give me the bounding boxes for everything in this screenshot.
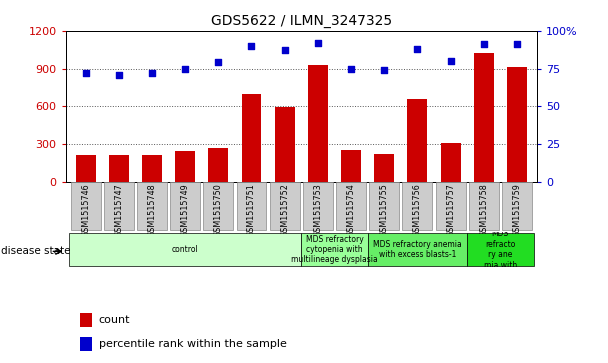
Text: GSM1515750: GSM1515750 — [214, 183, 223, 237]
FancyBboxPatch shape — [369, 183, 399, 229]
Bar — [341, 150, 361, 182]
Text: GSM1515755: GSM1515755 — [380, 183, 389, 237]
FancyBboxPatch shape — [436, 183, 466, 229]
Text: percentile rank within the sample: percentile rank within the sample — [98, 339, 286, 349]
Point — [413, 46, 423, 52]
Bar — [80, 337, 92, 351]
FancyBboxPatch shape — [302, 233, 368, 266]
Point — [81, 70, 91, 76]
Text: MDS
refracto
ry ane
mia with: MDS refracto ry ane mia with — [484, 229, 517, 270]
FancyBboxPatch shape — [402, 183, 432, 229]
FancyBboxPatch shape — [137, 183, 167, 229]
Point — [446, 58, 455, 64]
Text: GSM1515758: GSM1515758 — [479, 183, 488, 237]
FancyBboxPatch shape — [170, 183, 200, 229]
Text: GSM1515757: GSM1515757 — [446, 183, 455, 237]
Text: MDS refractory
cytopenia with
multilineage dysplasia: MDS refractory cytopenia with multilinea… — [291, 234, 378, 265]
Text: GSM1515749: GSM1515749 — [181, 183, 190, 237]
Text: disease state: disease state — [1, 246, 71, 256]
Bar — [75, 155, 95, 182]
FancyBboxPatch shape — [502, 183, 532, 229]
Point — [180, 66, 190, 72]
Bar — [441, 143, 460, 182]
Text: GSM1515756: GSM1515756 — [413, 183, 422, 237]
Bar — [375, 154, 394, 182]
Text: GSM1515753: GSM1515753 — [313, 183, 322, 237]
FancyBboxPatch shape — [69, 233, 302, 266]
Bar — [308, 65, 328, 182]
Text: GSM1515759: GSM1515759 — [513, 183, 522, 237]
FancyBboxPatch shape — [237, 183, 266, 229]
Text: GSM1515748: GSM1515748 — [148, 183, 156, 237]
Text: GSM1515752: GSM1515752 — [280, 183, 289, 237]
FancyBboxPatch shape — [203, 183, 233, 229]
Bar — [209, 148, 228, 182]
Point — [147, 70, 157, 76]
Point — [479, 41, 489, 47]
Point — [247, 43, 257, 49]
Bar — [175, 151, 195, 182]
Point — [280, 48, 289, 53]
Text: control: control — [171, 245, 198, 254]
Text: GSM1515746: GSM1515746 — [81, 183, 90, 237]
FancyBboxPatch shape — [368, 233, 467, 266]
FancyBboxPatch shape — [270, 183, 300, 229]
FancyBboxPatch shape — [104, 183, 134, 229]
FancyBboxPatch shape — [303, 183, 333, 229]
Bar — [80, 313, 92, 327]
Point — [313, 40, 323, 46]
Bar — [275, 107, 295, 182]
Text: MDS refractory anemia
with excess blasts-1: MDS refractory anemia with excess blasts… — [373, 240, 462, 259]
Text: GSM1515754: GSM1515754 — [347, 183, 356, 237]
Bar — [142, 155, 162, 182]
Bar — [109, 155, 129, 182]
FancyBboxPatch shape — [336, 183, 366, 229]
Text: count: count — [98, 315, 130, 325]
Point — [346, 66, 356, 72]
Point — [213, 60, 223, 65]
Point — [114, 72, 123, 77]
Text: GSM1515751: GSM1515751 — [247, 183, 256, 237]
Point — [379, 67, 389, 73]
FancyBboxPatch shape — [71, 183, 100, 229]
Text: GSM1515747: GSM1515747 — [114, 183, 123, 237]
Bar — [241, 94, 261, 182]
FancyBboxPatch shape — [467, 233, 534, 266]
Point — [512, 41, 522, 47]
Bar — [407, 99, 427, 182]
Bar — [507, 67, 527, 182]
Bar — [474, 53, 494, 181]
Title: GDS5622 / ILMN_3247325: GDS5622 / ILMN_3247325 — [211, 15, 392, 28]
FancyBboxPatch shape — [469, 183, 499, 229]
